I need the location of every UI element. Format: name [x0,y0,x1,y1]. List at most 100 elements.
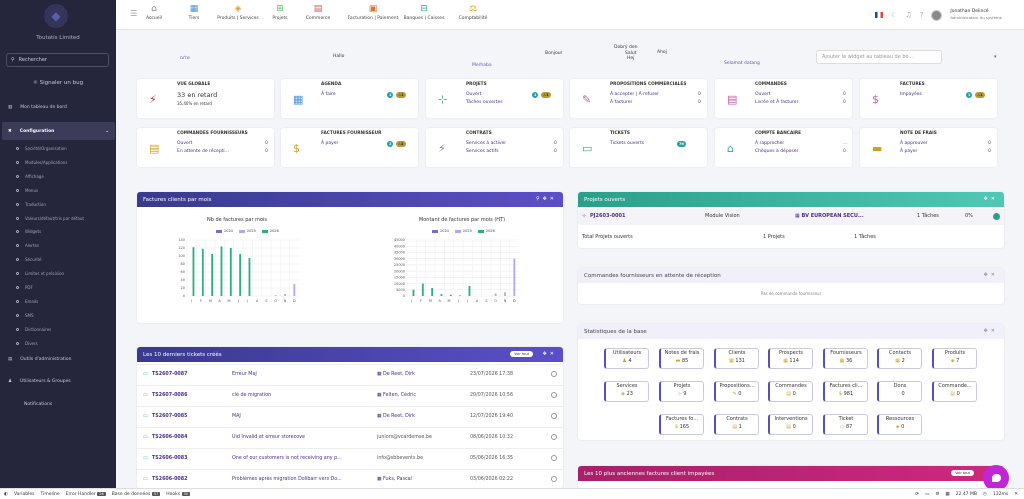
folder-icon[interactable]: ▭ [925,491,930,497]
legend-item[interactable]: 2025 [454,229,472,233]
sidebar-subitem[interactable]: Affichage [16,174,44,179]
panel-controls-icon[interactable]: ✥✕ [983,272,998,278]
card-line[interactable]: À approuver [900,141,928,146]
debug-variables-tab[interactable]: Variables [13,491,35,497]
summary-card[interactable]: ▬ NOTE DE FRAIS À approuver À payer 0 0 [860,128,997,167]
top-menu-item[interactable]: ▦ Tiers [172,3,216,21]
bar[interactable] [211,254,214,296]
summary-card[interactable]: ✎ PROPOSITIONS COMMERCIALES À accepter | À… [570,79,707,118]
avatar[interactable] [931,9,943,21]
stat-box[interactable]: Commande... ▤ 0 [932,381,977,402]
sidebar-item-admin-tools[interactable]: ▤ Outils d'administration [0,357,116,362]
top-menu-item[interactable]: ▣ Facturation | Paiement [344,3,402,21]
menu-toggle-icon[interactable]: ☰ [130,9,138,18]
summary-card[interactable]: $ FACTURES FOURNISSEUR À payer 2 ⚠2 [281,128,418,167]
bar[interactable] [412,289,415,296]
summary-card[interactable]: ⊹ PROJETS Ouvert Tâches ouvertes 1 ⚠1 [426,79,563,118]
ticket-contact[interactable]: juniors@vcardemse.be [377,435,432,440]
stat-box[interactable]: Factures fo... $ 165 [659,414,704,435]
bar[interactable] [248,258,251,296]
table-row[interactable]: ▭ TS2607-0085 MAJ ▦ De Reet, Dirk 12/07/2026 … [137,406,563,427]
table-row[interactable]: ▭ TS2606-0084 Uid Invalid et erreur storec… [137,427,563,448]
view-all-button[interactable]: Voir tout [510,351,533,357]
stat-box[interactable]: Services ◈ 23 [604,381,649,402]
card-line[interactable]: Ouvert [466,92,482,97]
ticket-ref[interactable]: TS2606-0083 [152,456,188,461]
close-icon[interactable]: ✕ [1014,491,1018,497]
ticket-contact[interactable]: Felten, Cédric [383,393,416,398]
card-line[interactable]: À rapprocher [755,141,785,146]
stat-box[interactable]: Produits ◈ 7 [932,348,977,369]
panel-controls-icon[interactable]: ✥✕ [983,196,998,202]
chat-button[interactable] [983,465,1009,491]
debug-hooks-tab[interactable]: Hooks 30 [166,491,190,497]
bar[interactable] [431,287,434,296]
ticket-ref[interactable]: TS2607-0086 [152,393,188,398]
sidebar-subitem[interactable]: Société/Organisation [16,146,67,151]
panel-controls-icon[interactable]: ⚲✥✕ [535,196,557,202]
bar[interactable] [274,295,277,296]
legend-item[interactable]: 2025 [238,229,256,233]
table-row[interactable]: ▭ TS2606-0083 One of our customers is not … [137,448,563,469]
top-menu-item[interactable]: ⊞ Projets [258,3,302,21]
sidebar-subitem[interactable]: Menus [16,188,38,193]
card-line[interactable]: À faire [321,92,336,97]
debugbar-logo-icon[interactable]: ◐ [4,491,8,497]
stat-box[interactable]: Ticket ▭ 87 [823,414,868,435]
card-line[interactable]: Tickets ouverts [610,141,645,146]
sidebar-subitem[interactable]: Alertes [16,243,39,248]
ticket-subject[interactable]: Problèmes après migration Dolibarr vers … [232,477,342,482]
ticket-subject[interactable]: Erreur MaJ [232,372,257,377]
sidebar-subitem[interactable]: Divers [16,341,38,346]
stat-box[interactable]: Clients ▦ 131 [714,348,759,369]
table-row[interactable]: ▭ TS2607-0086 clé de migration ▦ Felten, Céd… [137,385,563,406]
ticket-subject[interactable]: One of our customers is not receiving an… [232,456,342,461]
card-line[interactable]: À payer [900,149,918,154]
ticket-contact[interactable]: De Reet, Dirk [383,414,415,419]
summary-card[interactable]: $ FACTURES Impayées 1 ⚠1 [860,79,997,118]
ticket-ref[interactable]: TS2606-0082 [152,477,188,482]
card-line[interactable]: Services à activer [466,141,507,146]
stat-box[interactable]: Contrats ▤ 1 [714,414,759,435]
card-line[interactable]: À accepter | À refuser [610,92,660,97]
summary-card[interactable]: ▦ AGENDA À faire 1 ⚠1 [281,79,418,118]
bar[interactable] [293,284,296,296]
card-line[interactable]: Livrée et À facturer [755,100,799,105]
ticket-contact[interactable]: info@sbbevents.be [377,456,424,461]
stat-box[interactable]: Factures cli... $ 981 [823,381,868,402]
project-ref[interactable]: PJ2603-0001 [590,213,626,219]
bar[interactable] [421,283,424,296]
bar[interactable] [459,295,462,296]
table-row[interactable]: ▭ TS2606-0082 Problèmes après migration Do… [137,469,563,488]
top-menu-item[interactable]: ◈ Produits | Services [213,3,263,21]
stat-box[interactable]: Dons ♡ 0 [877,381,922,402]
sidebar-subitem[interactable]: Traduction [16,202,46,207]
top-menu-item[interactable]: ⚖ Comptabilité [451,3,495,21]
help-icon[interactable]: ? [919,11,924,19]
sidebar-subitem[interactable]: Dictionnaires [16,327,51,332]
ticket-contact[interactable]: De Reet, Dirk [383,372,415,377]
sidebar-subitem[interactable]: Limites et précision [16,271,64,276]
stat-box[interactable]: Interventions ▤ 0 [768,414,813,435]
card-line[interactable]: Ouvert [177,141,193,146]
bar[interactable] [468,286,471,296]
table-row[interactable]: ▭ TS2607-0087 Erreur MaJ ▦ De Reet, Dirk 23/0… [137,364,563,385]
stat-box[interactable]: Utilisateurs ♟ 4 [604,348,649,369]
stat-box[interactable]: Projets ⊹ 9 [659,381,704,402]
sidebar-subitem[interactable]: Valeurs/défaut/tris par défaut [16,216,84,221]
summary-card[interactable]: ▤ COMMANDES FOURNISSEURS Ouvert En attente … [137,128,274,167]
project-client[interactable]: ▦ BV EUROPEAN SECU... [795,213,864,219]
debug-errors-tab[interactable]: Error Handler 26 [66,491,106,497]
stat-box[interactable]: Propositions... ✎ 0 [714,381,759,402]
sidebar-subitem[interactable]: PDF [16,285,33,290]
sidebar-subitem[interactable]: Sécurité [16,257,42,262]
moon-icon[interactable]: ☾ [891,11,898,19]
debug-timeline-tab[interactable]: Timeline [40,491,60,497]
legend-item[interactable]: 2024 [216,229,233,233]
stat-box[interactable]: Ressources ◈ 0 [877,414,922,435]
bar[interactable] [513,258,516,296]
stat-box[interactable]: Commandes ▤ 0 [768,381,813,402]
ticket-contact[interactable]: Fuks, Pascal [383,477,412,482]
ticket-ref[interactable]: TS2606-0084 [152,435,188,440]
summary-card[interactable]: ⌂ COMPTE BANCAIRE À rapprocher Chèques à dé… [715,128,852,167]
